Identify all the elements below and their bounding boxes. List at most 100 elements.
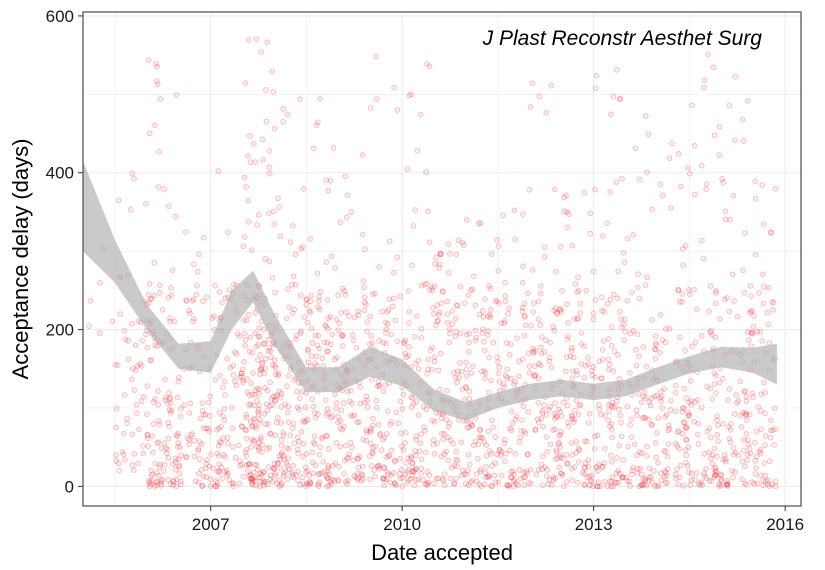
data-point [152,342,159,348]
data-point [420,477,426,483]
data-point [363,427,370,434]
data-point [530,348,537,355]
data-point [545,481,552,487]
data-point [218,464,225,470]
data-point [233,351,240,357]
data-point [217,439,224,446]
data-point [367,440,374,447]
data-point [496,379,503,385]
data-point [293,336,299,343]
data-point [239,424,245,430]
data-point [418,470,424,477]
data-point [535,375,542,382]
data-point [256,447,262,454]
data-point [742,410,749,416]
data-point [653,429,660,436]
data-point [559,455,566,462]
data-point [303,296,310,303]
data-point [317,444,323,450]
data-point [701,77,708,84]
data-point [243,412,250,418]
data-point [243,414,250,421]
data-point [113,452,119,458]
data-point [173,455,179,462]
data-point [494,451,500,458]
data-point [495,268,502,274]
data-point [165,435,172,442]
data-point [745,441,752,448]
data-point [190,318,196,325]
data-point [539,407,546,414]
data-point [506,351,513,358]
data-point [302,464,309,471]
data-point [651,393,658,400]
data-point [364,397,371,404]
data-point [290,472,296,478]
data-point [712,300,719,307]
data-point [129,365,136,372]
data-point [589,368,595,374]
y-tick-label: 200 [46,321,74,340]
data-point [249,391,256,398]
data-point [526,369,533,376]
data-point [165,294,172,301]
data-point [686,399,692,406]
data-point [373,53,379,59]
data-point [361,246,368,253]
data-point [758,391,764,398]
data-point [569,415,576,422]
data-point [477,220,484,227]
data-point [249,478,255,485]
data-point [519,308,526,315]
data-point [707,329,714,336]
data-point [129,462,136,468]
data-point [332,391,338,398]
data-point [251,437,257,444]
data-point [689,102,695,109]
data-point [266,170,273,177]
data-point [695,441,702,447]
data-point [680,246,686,252]
data-point [398,430,404,436]
data-point [408,455,414,462]
data-point [295,450,302,457]
data-point [615,351,621,358]
data-point [211,313,217,319]
data-point [522,474,529,481]
data-point [538,461,545,468]
data-point [753,465,759,472]
data-point [316,294,322,300]
data-point [197,415,204,422]
data-point [525,290,531,297]
data-point [144,411,150,418]
data-point [593,463,600,470]
data-point [537,290,544,297]
data-point [341,400,347,406]
data-point [652,346,659,353]
data-point [217,438,223,445]
data-point [707,455,714,462]
data-point [767,417,774,424]
data-point [504,366,511,373]
data-point [326,445,332,452]
data-point [422,427,428,434]
data-point [556,433,563,439]
data-point [323,323,330,330]
data-point [621,316,628,323]
data-point [618,419,624,426]
data-point [114,362,121,369]
data-point [521,428,528,434]
data-point [162,397,169,404]
data-point [146,478,152,485]
data-point [214,480,221,486]
data-point [387,479,393,486]
data-point [642,477,648,484]
data-point [581,482,588,488]
data-point [461,471,468,477]
data-point [513,480,520,487]
data-point [498,472,505,479]
data-point [675,286,682,293]
data-point [163,450,170,457]
data-point [267,403,273,409]
data-point [306,481,312,488]
